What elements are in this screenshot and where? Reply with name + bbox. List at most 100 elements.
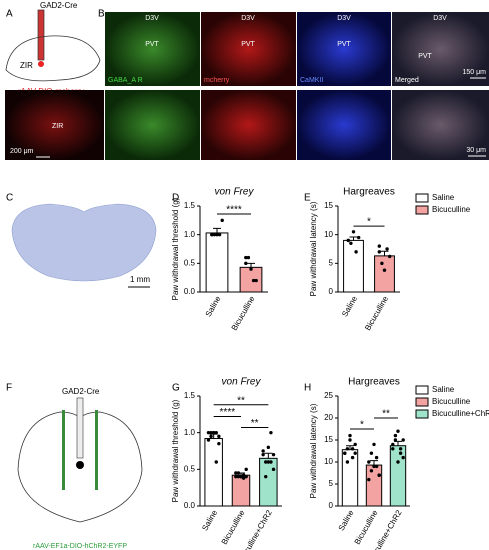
brain-outline [5, 35, 101, 82]
data-point [236, 471, 241, 475]
x-tick-label: Saline [337, 508, 356, 532]
bar [365, 464, 383, 507]
panel-label: A [6, 9, 13, 20]
y-tick-label: 0.5 [184, 258, 196, 267]
y-tick-label: 15 [324, 435, 333, 444]
label: D3V [337, 15, 351, 22]
data-point [346, 238, 350, 243]
image [201, 90, 296, 160]
fiber [37, 9, 45, 61]
data-point [212, 232, 217, 237]
y-tick-label: 0 [329, 501, 334, 510]
data-point [244, 261, 248, 266]
panel-label: G [172, 383, 180, 394]
data-point [396, 460, 400, 464]
bar [341, 449, 359, 507]
image [392, 12, 489, 86]
data-point [393, 433, 398, 438]
data-point [385, 247, 389, 251]
y-tick-label: 1.5 [184, 391, 196, 400]
data-point [264, 460, 268, 464]
y-axis-label: Paw withdrawal latency (s) [309, 201, 318, 296]
data-point [215, 232, 219, 237]
significance-label: * [360, 420, 364, 431]
significance-label: ** [251, 418, 259, 429]
label: GAD2-Cre [62, 387, 100, 396]
data-point [264, 474, 268, 479]
data-point [372, 464, 376, 469]
image [201, 12, 296, 86]
y-tick-label: 0.0 [184, 287, 196, 296]
legend-label: Saline [432, 385, 455, 394]
significance-label: ** [382, 409, 390, 420]
scale-label: 200 μm [10, 148, 34, 155]
image [297, 12, 391, 86]
data-point [206, 438, 211, 442]
data-point [345, 460, 350, 464]
data-point [393, 438, 398, 442]
label: D3V [241, 15, 255, 22]
panel-label: D [172, 193, 179, 204]
data-point [348, 433, 352, 438]
data-point [391, 447, 395, 451]
data-point [401, 438, 405, 442]
fiber [95, 410, 98, 490]
y-axis-label: Paw withdrawal threshold (g) [171, 399, 180, 502]
image [297, 90, 391, 160]
error-bar [247, 262, 255, 268]
label: D3V [433, 15, 447, 22]
data-point [214, 430, 218, 435]
data-point [353, 451, 357, 455]
data-point [217, 232, 222, 237]
x-tick-label: Bicuculline [220, 508, 247, 546]
bar [343, 239, 364, 293]
significance-label: ** [237, 395, 245, 406]
label: CaMKII [300, 77, 323, 84]
label: PVT [241, 41, 255, 48]
data-point [398, 451, 403, 455]
data-point [206, 430, 211, 435]
panel-label: E [304, 193, 311, 204]
legend-label: Bicuculline [432, 397, 471, 406]
label: ZIR [20, 61, 33, 70]
scale-label: 150 μm [463, 69, 487, 76]
legend-swatch [415, 409, 429, 419]
data-point [351, 230, 356, 234]
data-point [209, 434, 213, 439]
data-point [261, 449, 265, 453]
bar [204, 438, 223, 507]
data-point [374, 464, 379, 469]
x-tick-label: Saline [340, 294, 359, 318]
image [105, 12, 200, 86]
ventricle [76, 461, 84, 469]
y-tick-label: 0.5 [184, 464, 196, 473]
data-point [244, 467, 248, 472]
data-point [269, 460, 273, 464]
data-point [244, 474, 248, 479]
x-tick-label: Saline [200, 508, 219, 532]
legend-swatch [415, 193, 429, 203]
data-point [348, 438, 352, 442]
data-point [239, 474, 243, 479]
data-point [254, 278, 258, 283]
y-tick-label: 1.5 [184, 201, 196, 210]
data-point [209, 430, 213, 435]
data-point [241, 476, 246, 480]
panel-label: F [6, 383, 12, 394]
y-axis-label: Paw withdrawal latency (s) [309, 403, 318, 498]
y-tick-label: 15 [324, 201, 333, 210]
chart-title: von Frey [215, 187, 255, 198]
data-point [343, 451, 347, 455]
data-point [391, 442, 395, 447]
data-point [377, 244, 381, 248]
error-bar [370, 460, 378, 466]
data-point [249, 267, 253, 271]
scale-label: 1 mm [130, 275, 150, 284]
chart-title: von Frey [222, 377, 262, 388]
bar [205, 232, 229, 293]
data-point [266, 445, 271, 450]
x-tick-label: Bicuculline [230, 294, 257, 332]
legend-swatch [415, 397, 429, 407]
x-tick-label: Bicuculline [353, 508, 380, 546]
